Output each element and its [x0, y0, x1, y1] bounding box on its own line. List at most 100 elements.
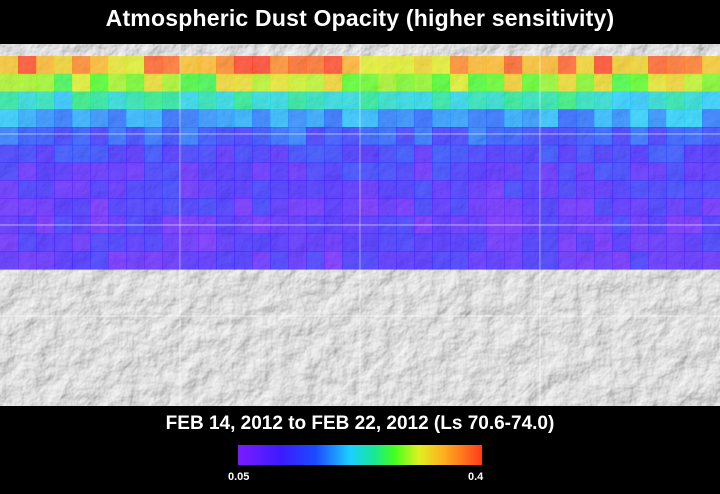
- dust-cell: [72, 162, 91, 181]
- dust-cell: [324, 162, 343, 181]
- dust-cell: [684, 198, 703, 217]
- dust-cell: [90, 127, 109, 146]
- dust-cell: [396, 233, 415, 252]
- map-canvas: [0, 44, 720, 406]
- colorbar-max-label: 0.4: [468, 471, 484, 483]
- dust-cell: [0, 198, 19, 217]
- dust-cell: [576, 127, 595, 146]
- dust-cell: [540, 91, 559, 110]
- dust-cell: [666, 109, 685, 128]
- dust-cell: [126, 91, 145, 110]
- dust-cell: [90, 56, 109, 75]
- dust-cell: [234, 233, 253, 252]
- dust-cell: [18, 56, 37, 75]
- dust-cell: [324, 251, 343, 270]
- dust-cell: [612, 109, 631, 128]
- dust-cell: [504, 162, 523, 181]
- dust-cell: [198, 73, 217, 93]
- dust-cell: [288, 233, 307, 252]
- dust-cell: [324, 73, 343, 93]
- dust-cell: [522, 127, 541, 146]
- dust-cell: [180, 109, 199, 128]
- dust-cell: [702, 198, 720, 217]
- dust-cell: [432, 56, 451, 75]
- dust-cell: [144, 109, 163, 128]
- dust-cell: [648, 180, 667, 199]
- dust-cell: [144, 198, 163, 217]
- dust-cell: [252, 198, 271, 217]
- opacity-colorbar: [238, 445, 482, 465]
- dust-cell: [594, 56, 613, 75]
- dust-cell: [612, 73, 631, 93]
- dust-cell: [54, 162, 73, 181]
- dust-cell: [594, 233, 613, 252]
- dust-cell: [126, 127, 145, 146]
- dust-cell: [504, 180, 523, 199]
- dust-cell: [468, 251, 487, 270]
- dust-cell: [522, 56, 541, 75]
- dust-cell: [666, 144, 685, 164]
- mars-dust-map: [0, 44, 720, 406]
- dust-cell: [648, 56, 667, 75]
- dust-cell: [216, 73, 235, 93]
- dust-cell: [396, 109, 415, 128]
- dust-cell: [504, 251, 523, 270]
- dust-cell: [594, 198, 613, 217]
- dust-cell: [198, 251, 217, 270]
- dust-cell: [396, 56, 415, 75]
- dust-cell: [162, 109, 181, 128]
- dust-cell: [576, 233, 595, 252]
- dust-cell: [540, 109, 559, 128]
- dust-cell: [162, 91, 181, 110]
- dust-cell: [630, 233, 649, 252]
- dust-cell: [234, 144, 253, 164]
- dust-cell: [144, 144, 163, 164]
- dust-cell: [252, 73, 271, 93]
- dust-cell: [234, 180, 253, 199]
- dust-cell: [108, 233, 127, 252]
- dust-cell: [486, 127, 505, 146]
- dust-cell: [702, 144, 720, 164]
- dust-cell: [594, 109, 613, 128]
- dust-cell: [612, 144, 631, 164]
- dust-cell: [576, 162, 595, 181]
- dust-cell: [414, 198, 433, 217]
- dust-cell: [216, 162, 235, 181]
- dust-cell: [270, 180, 289, 199]
- dust-cell: [144, 127, 163, 146]
- dust-cell: [54, 251, 73, 270]
- dust-cell: [270, 109, 289, 128]
- dust-cell: [144, 73, 163, 93]
- dust-cell: [162, 162, 181, 181]
- dust-cell: [450, 251, 469, 270]
- dust-cell: [522, 73, 541, 93]
- dust-cell: [0, 180, 19, 199]
- dust-cell: [378, 233, 397, 252]
- dust-cell: [36, 56, 55, 75]
- dust-cell: [684, 127, 703, 146]
- dust-cell: [486, 233, 505, 252]
- dust-cell: [90, 144, 109, 164]
- dust-cell: [702, 73, 720, 93]
- dust-cell: [702, 180, 720, 199]
- dust-cell: [198, 91, 217, 110]
- dust-cell: [540, 233, 559, 252]
- dust-cell: [54, 91, 73, 110]
- dust-cell: [414, 91, 433, 110]
- dust-cell: [648, 109, 667, 128]
- dust-cell: [0, 73, 19, 93]
- dust-cell: [324, 233, 343, 252]
- dust-cell: [666, 180, 685, 199]
- lat-lon-grid: [0, 44, 720, 406]
- dust-cell: [594, 251, 613, 270]
- dust-cell: [198, 162, 217, 181]
- dust-cell: [18, 73, 37, 93]
- dust-cell: [594, 91, 613, 110]
- dust-cell: [612, 233, 631, 252]
- date-range-label: FEB 14, 2012 to FEB 22, 2012 (Ls 70.6-74…: [165, 413, 555, 434]
- dust-cell: [468, 91, 487, 110]
- dust-cell: [558, 233, 577, 252]
- dust-cell: [306, 144, 325, 164]
- dust-cell: [504, 91, 523, 110]
- dust-cell: [72, 233, 91, 252]
